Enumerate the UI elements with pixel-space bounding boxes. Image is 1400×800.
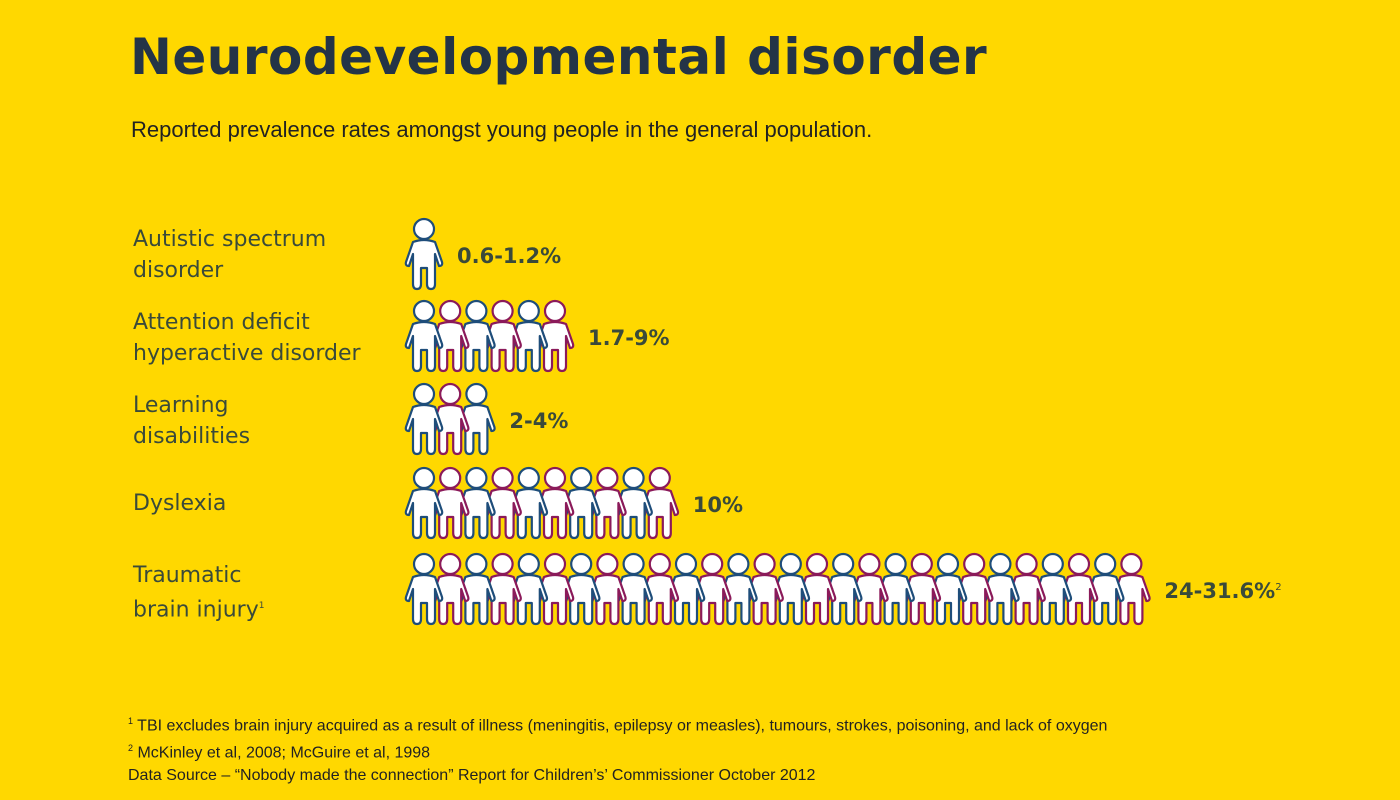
person-icon — [404, 466, 444, 540]
person-icon — [509, 466, 549, 540]
person-icon — [666, 552, 706, 626]
person-icon — [535, 466, 575, 540]
pictogram-chart — [404, 217, 1151, 626]
value-label: 1.7-9% — [588, 326, 670, 350]
row-label: Traumatic brain injury1 — [133, 563, 265, 623]
value-label: 24-31.6%2 — [1164, 579, 1282, 603]
person-icon — [509, 552, 549, 626]
footnotes: 1 TBI excludes brain injury acquired as … — [128, 710, 1107, 787]
person-icon — [614, 552, 653, 626]
person-icon — [876, 552, 915, 626]
person-icon — [561, 552, 601, 626]
footnote-marker: 2 — [1275, 582, 1282, 593]
footnote-1: 1 TBI excludes brain injury acquired as … — [128, 716, 1108, 735]
person-icon — [745, 552, 784, 626]
footnote-marker: 1 — [258, 601, 265, 611]
person-icon — [1033, 552, 1073, 626]
person-icon — [928, 552, 968, 626]
person-icon — [588, 552, 627, 626]
person-icon — [483, 552, 522, 626]
person-icon — [404, 217, 444, 291]
person-icon — [535, 299, 575, 373]
value-label: 2-4% — [509, 409, 569, 433]
person-icon — [719, 552, 758, 626]
person-icon — [1059, 552, 1099, 626]
person-icon — [430, 552, 470, 626]
person-icon — [614, 466, 653, 540]
person-icon — [1112, 552, 1151, 626]
person-icon — [823, 552, 863, 626]
row-label: Autistic spectrum disorder — [133, 227, 327, 283]
person-icon — [771, 552, 811, 626]
value-label: 0.6-1.2% — [457, 244, 562, 268]
person-icon — [457, 382, 496, 456]
row-label: Learning disabilities — [133, 393, 251, 449]
person-icon — [404, 382, 444, 456]
person-icon — [902, 552, 942, 626]
person-icon — [430, 466, 470, 540]
person-icon — [588, 466, 627, 540]
person-icon — [483, 466, 522, 540]
footnote-2: 2 McKinley et al, 2008; McGuire et al, 1… — [128, 743, 431, 762]
value-label: 10% — [692, 493, 744, 517]
person-icon — [457, 299, 496, 373]
person-icon — [535, 552, 575, 626]
person-icon — [430, 382, 470, 456]
person-icon — [561, 466, 601, 540]
chart-subtitle: Reported prevalence rates amongst young … — [131, 117, 873, 142]
person-icon — [457, 552, 496, 626]
person-icon — [954, 552, 994, 626]
person-icon — [692, 552, 732, 626]
person-icon — [981, 552, 1020, 626]
person-icon — [640, 466, 680, 540]
person-icon — [640, 552, 680, 626]
person-icon — [1007, 552, 1046, 626]
person-icon — [430, 299, 470, 373]
person-icon — [457, 466, 496, 540]
person-icon — [404, 552, 444, 626]
data-source: Data Source – “Nobody made the connectio… — [128, 766, 816, 784]
row-label: Attention deficit hyperactive disorder — [133, 310, 361, 366]
row-label: Dyslexia — [133, 491, 227, 516]
chart-title: Neurodevelopmental disorder — [130, 28, 988, 86]
person-icon — [1085, 552, 1125, 626]
person-icon — [797, 552, 837, 626]
person-icon — [404, 299, 444, 373]
person-icon — [509, 299, 549, 373]
person-icon — [483, 299, 522, 373]
person-icon — [850, 552, 889, 626]
